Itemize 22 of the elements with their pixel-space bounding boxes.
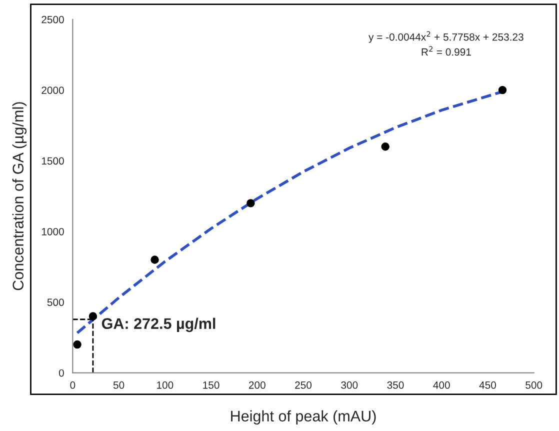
y-tick-label: 1000 — [42, 228, 64, 236]
x-tick-label: 100 — [157, 381, 174, 389]
x-tick-label: 350 — [387, 381, 404, 389]
annotation: R$^{2}$ = 0.991 — [422, 46, 471, 56]
y-tick-label: 0 — [58, 369, 64, 377]
x-tick-label: 300 — [341, 381, 358, 389]
x-tick-label: 450 — [479, 381, 496, 389]
x-tick-label: 250 — [295, 381, 312, 389]
y-tick-label: 1500 — [42, 157, 64, 165]
x-axis-title: Height of peak (mAU) — [231, 410, 376, 425]
x-tick-label: 0 — [70, 381, 76, 389]
y-tick-label: 2000 — [42, 86, 64, 94]
x-tick-label: 400 — [433, 381, 450, 389]
annotation: y = -0.0044x$^{2}$ + 5.7758x + 253.23 — [368, 31, 524, 43]
y-axis-title: Concentration of GA (µg/ml) — [12, 102, 27, 290]
y-tick-label: 500 — [47, 298, 64, 306]
annotation: GA: 272.5 µg/ml — [102, 318, 216, 332]
y-tick-label: 2500 — [42, 16, 64, 24]
x-tick-label: 200 — [248, 381, 266, 389]
x-tick-label: 150 — [203, 381, 220, 389]
x-tick-label: 50 — [113, 381, 124, 389]
x-tick-label: 500 — [526, 381, 542, 389]
